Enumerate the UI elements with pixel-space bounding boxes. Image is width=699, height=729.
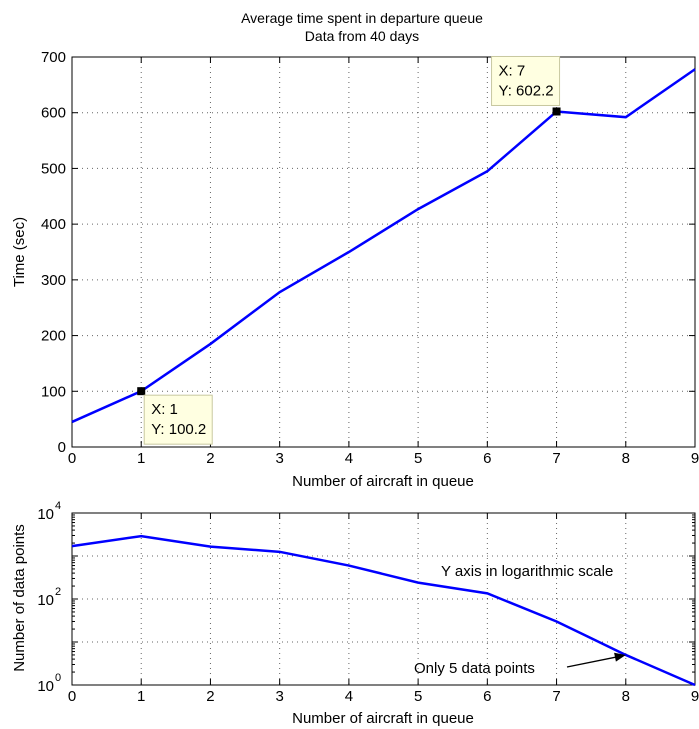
top-x-tick-label: 6 — [483, 450, 491, 467]
datatip-background — [491, 55, 561, 106]
top-x-tick-label: 9 — [691, 450, 699, 467]
bottom-x-tick-label: 5 — [414, 688, 422, 705]
datatip-marker — [552, 107, 561, 116]
datatip-text: X: 1 — [151, 401, 178, 418]
top-chart-title-line-1: Average time spent in departure queue — [241, 10, 483, 26]
bottom-y-tick-exponent: 2 — [55, 586, 61, 598]
top-x-tick-labels: 0 1 2 3 4 5 6 7 8 9 — [68, 450, 699, 467]
bottom-x-tick-label: 6 — [483, 688, 491, 705]
top-y-tick-label: 600 — [41, 105, 66, 122]
bottom-x-tick-label: 3 — [275, 688, 283, 705]
top-chart-title-line-2: Data from 40 days — [305, 28, 419, 44]
top-x-tick-label: 8 — [622, 450, 630, 467]
bottom-x-tick-label: 9 — [691, 688, 699, 705]
top-datatip-markers — [137, 107, 561, 396]
top-x-tick-label: 0 — [68, 450, 76, 467]
bottom-annotation-log-scale: Y axis in logarithmic scale — [441, 563, 613, 580]
top-datatips: X: 1 Y: 100.2 X: 7 Y: 602.2 — [143, 55, 561, 445]
top-y-tick-label: 400 — [41, 216, 66, 233]
datatip-background — [143, 394, 213, 445]
top-plot-frame — [71, 56, 696, 448]
datatip-marker — [137, 387, 146, 396]
annotation-arrow-head — [614, 652, 626, 662]
top-x-tick-label: 4 — [345, 450, 353, 467]
top-tick-marks — [71, 56, 696, 448]
top-y-tick-label: 700 — [41, 49, 66, 66]
bottom-grid — [72, 513, 695, 685]
bottom-y-tick-exponent: 4 — [55, 500, 61, 512]
datatip-text: X: 7 — [499, 62, 526, 79]
datatip-text: Y: 602.2 — [499, 82, 554, 99]
top-y-tick-label: 200 — [41, 328, 66, 345]
bottom-x-tick-label: 0 — [68, 688, 76, 705]
annotation-arrow-line — [566, 655, 622, 668]
top-y-tick-label: 100 — [41, 383, 66, 400]
datatip-box: X: 1 Y: 100.2 — [143, 394, 213, 445]
top-plot-area — [72, 57, 695, 447]
top-y-axis-label: Time (sec) — [11, 217, 28, 287]
top-x-tick-label: 5 — [414, 450, 422, 467]
datatip-text: Y: 100.2 — [151, 421, 206, 438]
bottom-x-tick-label: 2 — [206, 688, 214, 705]
bottom-y-tick-exponent: 0 — [55, 672, 61, 684]
bottom-x-tick-label: 7 — [552, 688, 560, 705]
bottom-x-axis-label: Number of aircraft in queue — [292, 710, 474, 727]
bottom-y-axis-label: Number of data points — [11, 524, 28, 672]
top-y-tick-label: 0 — [58, 439, 66, 456]
top-x-tick-label: 3 — [275, 450, 283, 467]
datatip-box: X: 7 Y: 602.2 — [491, 55, 561, 106]
bottom-series-line — [71, 534, 696, 687]
bottom-annotation-five-points: Only 5 data points — [414, 660, 535, 677]
bottom-y-tick-label: 10 — [37, 506, 54, 523]
bottom-x-tick-label: 8 — [622, 688, 630, 705]
top-series-line — [71, 68, 696, 424]
bottom-y-tick-label: 10 — [37, 592, 54, 609]
bottom-tick-marks — [71, 512, 696, 686]
top-x-tick-label: 7 — [552, 450, 560, 467]
bottom-y-tick-label: 10 — [37, 678, 54, 695]
top-y-tick-label: 300 — [41, 272, 66, 289]
top-x-tick-label: 2 — [206, 450, 214, 467]
top-grid — [72, 57, 695, 447]
top-y-tick-label: 500 — [41, 160, 66, 177]
top-y-tick-labels: 0 100 200 300 400 500 600 700 — [41, 49, 66, 456]
bottom-x-tick-labels: 0 1 2 3 4 5 6 7 8 9 — [68, 688, 699, 705]
bottom-x-tick-label: 1 — [137, 688, 145, 705]
top-x-axis-label: Number of aircraft in queue — [292, 473, 474, 490]
bottom-x-tick-label: 4 — [345, 688, 353, 705]
top-x-tick-label: 1 — [137, 450, 145, 467]
top-chart: Average time spent in departure queue Da… — [11, 10, 699, 490]
